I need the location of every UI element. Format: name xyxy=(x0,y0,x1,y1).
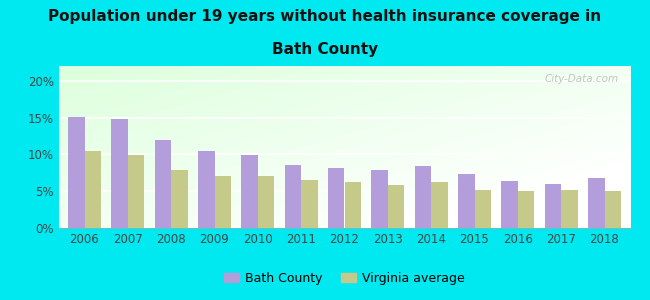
Bar xyxy=(241,155,258,228)
Bar xyxy=(111,119,128,228)
Bar xyxy=(458,173,474,228)
Bar xyxy=(258,176,274,228)
Bar xyxy=(285,165,301,228)
Bar xyxy=(68,117,84,228)
Bar xyxy=(371,170,388,228)
Bar xyxy=(474,190,491,228)
Bar xyxy=(501,181,518,228)
Bar xyxy=(84,152,101,228)
Bar xyxy=(604,191,621,228)
Bar xyxy=(328,168,344,228)
Bar xyxy=(431,182,448,228)
Bar xyxy=(171,170,188,228)
Bar xyxy=(155,140,171,228)
Legend: Bath County, Virginia average: Bath County, Virginia average xyxy=(219,267,470,290)
Bar xyxy=(344,182,361,228)
Text: Population under 19 years without health insurance coverage in: Population under 19 years without health… xyxy=(49,9,601,24)
Bar xyxy=(301,180,318,228)
Bar xyxy=(545,184,561,228)
Bar xyxy=(588,178,604,228)
Bar xyxy=(561,190,578,228)
Bar xyxy=(198,152,214,228)
Text: Bath County: Bath County xyxy=(272,42,378,57)
Bar xyxy=(214,176,231,228)
Bar xyxy=(415,166,431,228)
Bar xyxy=(518,191,534,228)
Bar xyxy=(128,155,144,228)
Bar xyxy=(388,184,404,228)
Text: City-Data.com: City-Data.com xyxy=(545,74,619,84)
